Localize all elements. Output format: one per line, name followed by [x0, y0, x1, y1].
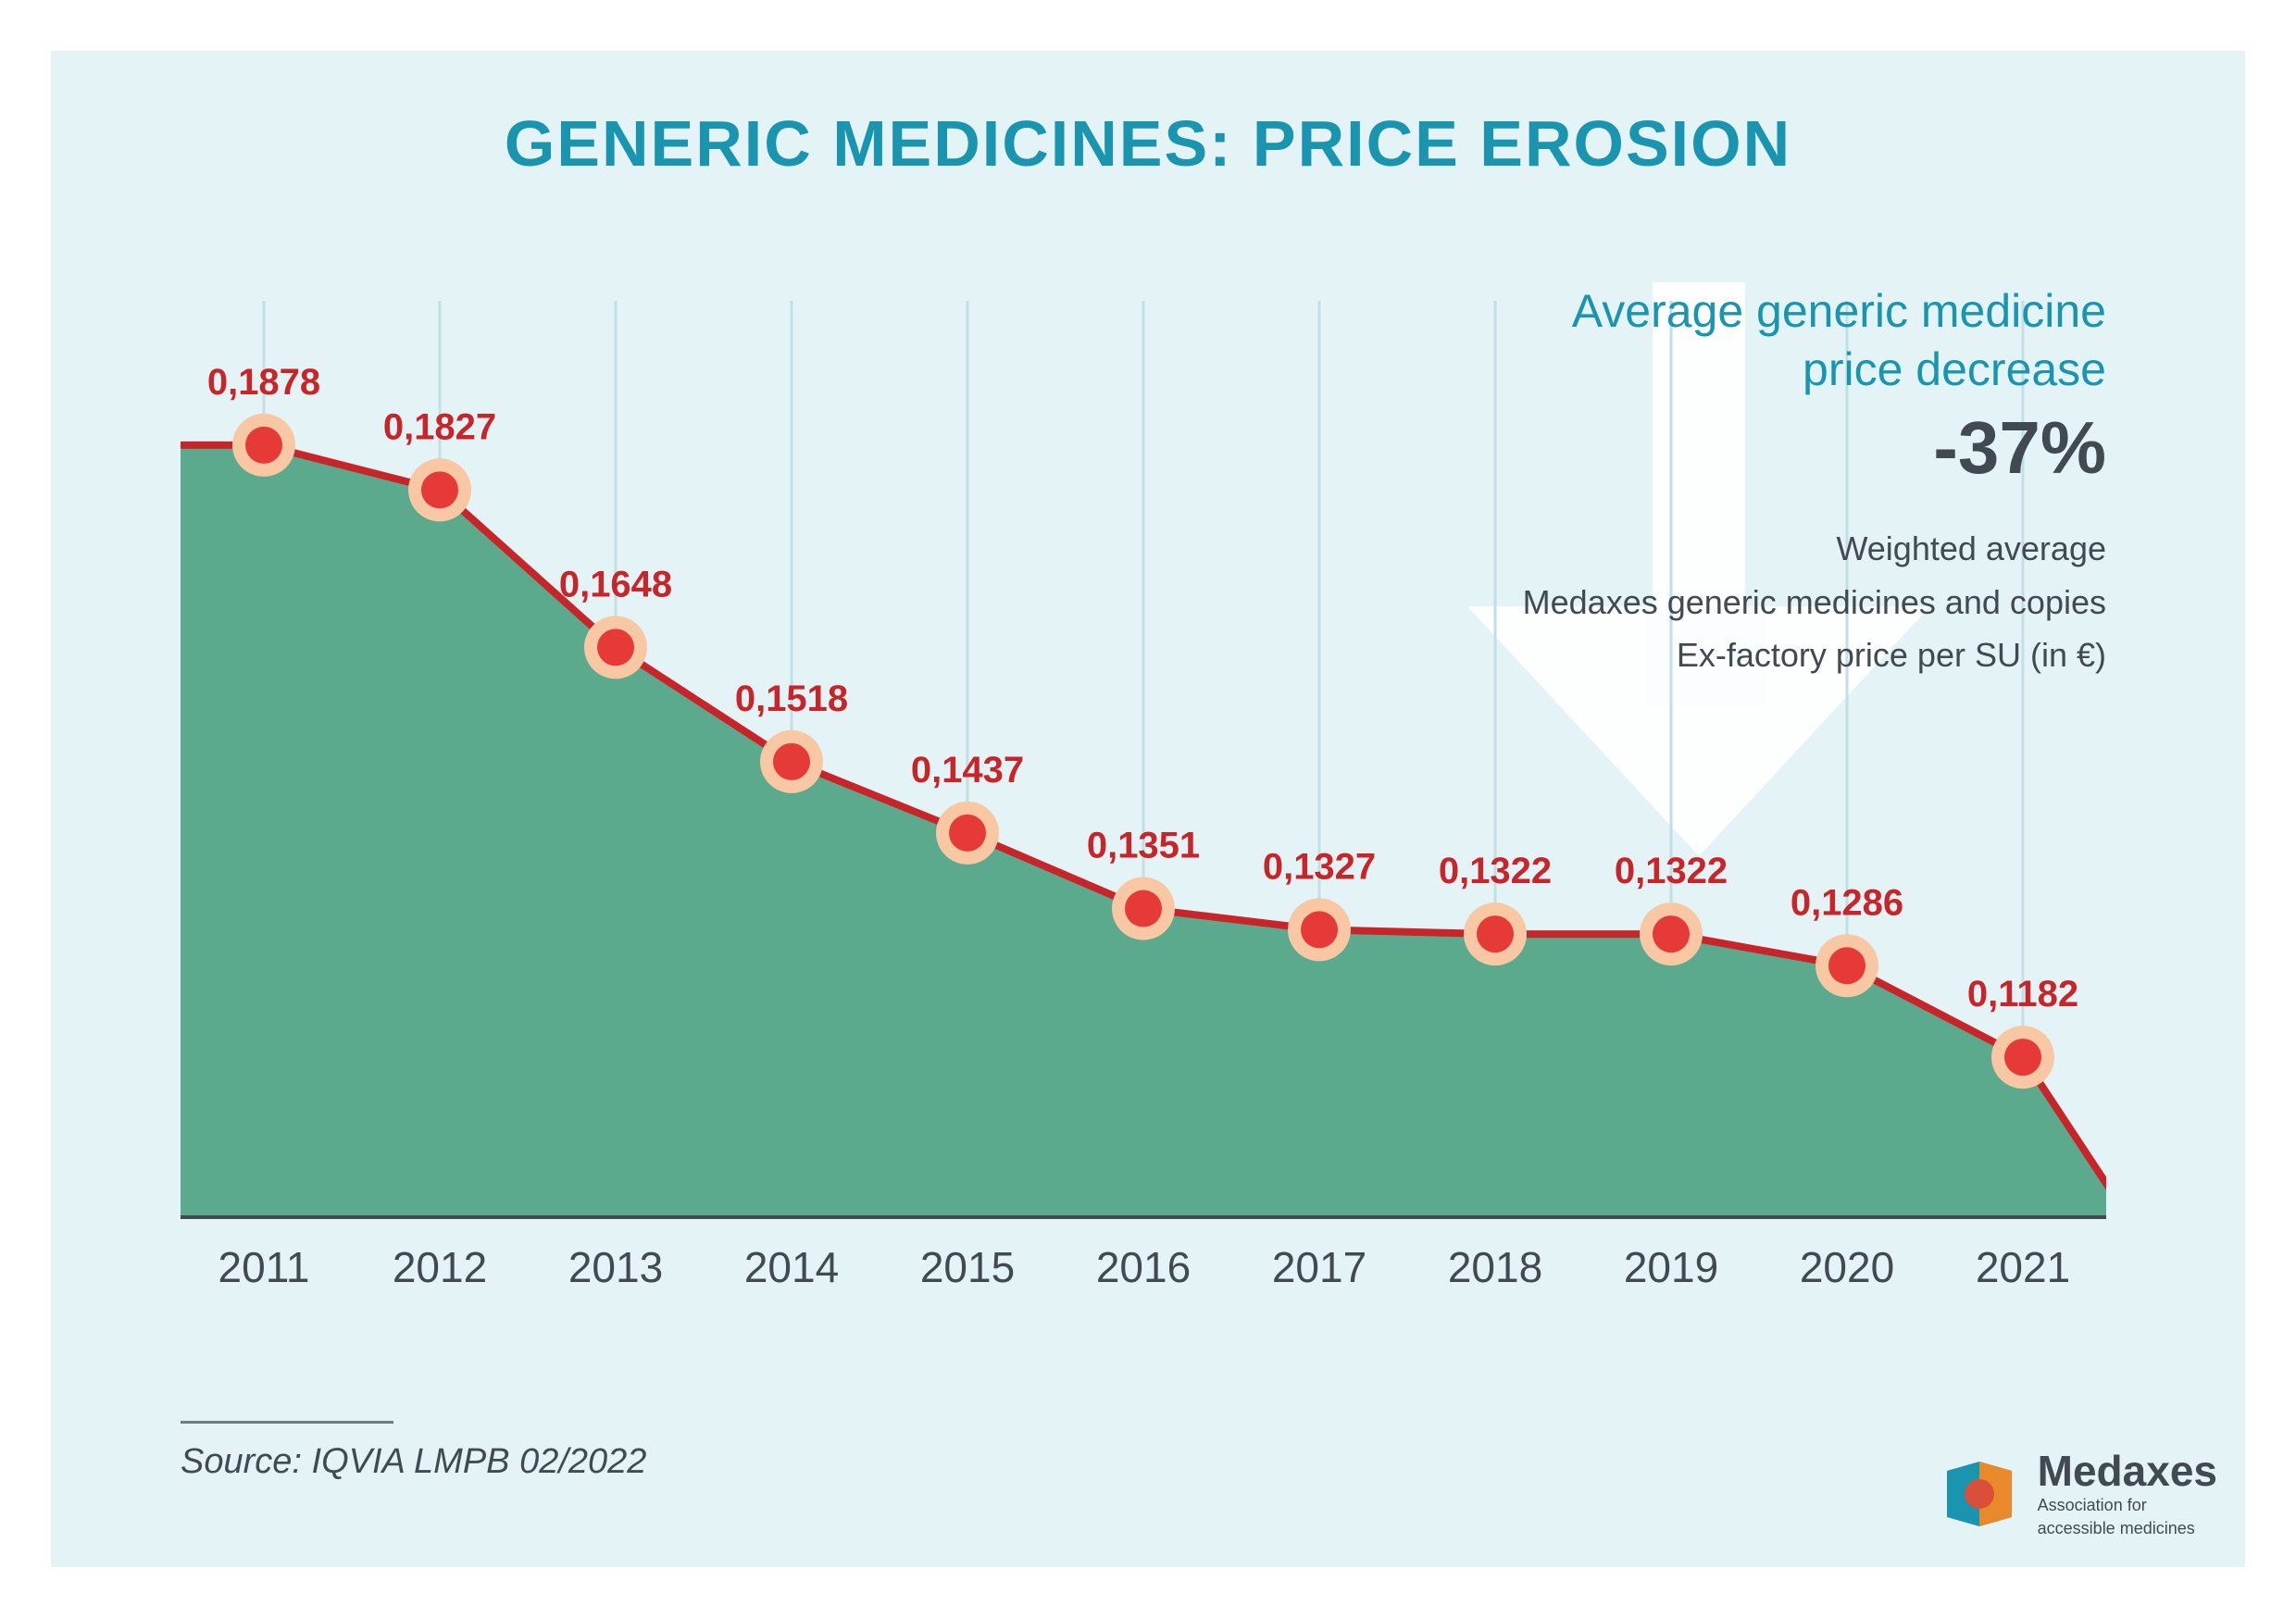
- logo-brand: Medaxes: [2038, 1450, 2217, 1492]
- svg-text:0,1351: 0,1351: [1087, 826, 1200, 866]
- chart-panel: GENERIC MEDICINES: PRICE EROSION 0,18780…: [51, 51, 2245, 1567]
- svg-text:0,1827: 0,1827: [383, 406, 496, 447]
- svg-text:2011: 2011: [218, 1243, 310, 1291]
- callout-sub: Weighted average Medaxes generic medicin…: [1523, 522, 2106, 682]
- source-rule: [181, 1421, 393, 1424]
- medaxes-logo-icon: [1938, 1452, 2021, 1536]
- svg-text:2016: 2016: [1096, 1243, 1191, 1291]
- callout-line-2: price decrease: [1523, 341, 2106, 399]
- svg-text:0,1648: 0,1648: [559, 564, 672, 604]
- logo-text: Medaxes Association for accessible medic…: [2038, 1450, 2217, 1539]
- svg-text:2012: 2012: [393, 1243, 487, 1291]
- svg-text:0,1437: 0,1437: [911, 750, 1024, 790]
- svg-text:0,1182: 0,1182: [1967, 974, 2078, 1014]
- callout-percent: -37%: [1523, 402, 2106, 494]
- svg-text:0,1878: 0,1878: [207, 362, 320, 403]
- logo-byline-2: accessible medicines: [2038, 1519, 2217, 1539]
- svg-text:2020: 2020: [1800, 1243, 1894, 1291]
- svg-text:0,1518: 0,1518: [735, 678, 848, 719]
- svg-text:0,1322: 0,1322: [1615, 851, 1728, 891]
- svg-text:2019: 2019: [1624, 1243, 1718, 1291]
- logo: Medaxes Association for accessible medic…: [1938, 1450, 2217, 1539]
- chart-title: GENERIC MEDICINES: PRICE EROSION: [51, 51, 2245, 180]
- source-block: Source: IQVIA LMPB 02/2022: [181, 1421, 646, 1482]
- callout-line-1: Average generic medicine: [1523, 282, 2106, 341]
- callout-sub-3: Ex-factory price per SU (in €): [1523, 629, 2106, 682]
- svg-text:0,1322: 0,1322: [1439, 851, 1552, 891]
- svg-text:0,1286: 0,1286: [1791, 882, 1903, 923]
- svg-text:0,1327: 0,1327: [1263, 846, 1376, 887]
- svg-text:2017: 2017: [1272, 1243, 1366, 1291]
- chart-region: 0,1878 0,1827 0,1648 0,1518 0,1437 0,1351 0,13…: [181, 282, 2106, 1301]
- svg-text:2013: 2013: [568, 1243, 663, 1291]
- source-text: Source: IQVIA LMPB 02/2022: [181, 1442, 646, 1482]
- svg-text:2014: 2014: [744, 1243, 839, 1291]
- callout-sub-1: Weighted average: [1523, 522, 2106, 576]
- callout-sub-2: Medaxes generic medicines and copies: [1523, 576, 2106, 629]
- logo-byline-1: Association for: [2038, 1496, 2217, 1516]
- svg-text:2018: 2018: [1448, 1243, 1542, 1291]
- callout-block: Average generic medicine price decrease …: [1523, 282, 2106, 682]
- page-frame: GENERIC MEDICINES: PRICE EROSION 0,18780…: [0, 0, 2296, 1618]
- svg-text:2021: 2021: [1976, 1243, 2070, 1291]
- svg-text:2015: 2015: [920, 1243, 1015, 1291]
